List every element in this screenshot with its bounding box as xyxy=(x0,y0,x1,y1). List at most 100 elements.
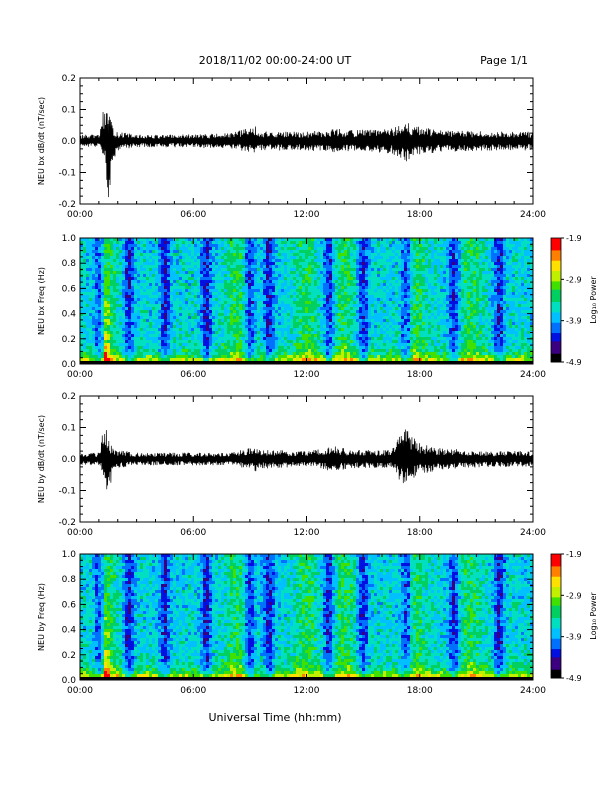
spectrogram-cell xyxy=(425,283,429,287)
spectrogram-cell xyxy=(350,340,354,344)
spectrogram-cell xyxy=(356,238,360,242)
spectrogram-cell xyxy=(89,310,93,314)
spectrogram-cell xyxy=(173,313,177,317)
spectrogram-cell xyxy=(89,349,93,353)
spectrogram-cell xyxy=(299,265,303,269)
spectrogram-cell xyxy=(233,241,237,245)
spectrogram-cell xyxy=(308,322,312,326)
spectrogram-cell xyxy=(137,349,141,353)
spectrogram-cell xyxy=(281,280,285,284)
spectrogram-cell xyxy=(368,277,372,281)
spectrogram-cell xyxy=(236,319,240,323)
spectrogram-cell xyxy=(302,283,306,287)
spectrogram-cell xyxy=(104,334,108,338)
spectrogram-cell xyxy=(287,292,291,296)
spectrogram-cell xyxy=(332,244,336,248)
spectrogram-cell xyxy=(275,241,279,245)
spectrogram-cell xyxy=(272,253,276,257)
spectrogram-cell xyxy=(125,328,129,332)
spectrogram-cell xyxy=(152,262,156,266)
spectrogram-cell xyxy=(107,265,111,269)
spectrogram-cell xyxy=(197,310,201,314)
spectrogram-cell xyxy=(311,241,315,245)
spectrogram-cell xyxy=(308,337,312,341)
spectrogram-cell xyxy=(281,355,285,359)
spectrogram-cell xyxy=(260,325,264,329)
spectrogram-cell xyxy=(146,292,150,296)
spectrogram-cell xyxy=(233,328,237,332)
spectrogram-cell xyxy=(356,280,360,284)
spectrogram-cell xyxy=(83,313,87,317)
spectrogram-cell xyxy=(95,349,99,353)
spectrogram-cell xyxy=(347,271,351,275)
spectrogram-cell xyxy=(320,310,324,314)
spectrogram-cell xyxy=(212,352,216,356)
spectrogram-cell xyxy=(95,259,99,263)
spectrogram-cell xyxy=(251,271,255,275)
spectrogram-cell xyxy=(392,268,396,272)
spectrogram-cell xyxy=(275,313,279,317)
spectrogram-cell xyxy=(350,280,354,284)
spectrogram-cell xyxy=(251,301,255,305)
spectrogram-cell xyxy=(311,322,315,326)
spectrogram-cell xyxy=(401,316,405,320)
spectrogram-cell xyxy=(182,316,186,320)
spectrogram-cell xyxy=(365,346,369,350)
spectrogram-cell xyxy=(137,325,141,329)
spectrogram-cell xyxy=(332,250,336,254)
spectrogram-cell xyxy=(182,340,186,344)
spectrogram-cell xyxy=(404,307,408,311)
spectrogram-cell xyxy=(128,349,132,353)
spectrogram-cell xyxy=(362,310,366,314)
spectrogram-cell xyxy=(143,283,147,287)
spectrogram-cell xyxy=(101,325,105,329)
spectrogram-cell xyxy=(224,277,228,281)
spectrogram-cell xyxy=(170,247,174,251)
spectrogram-cell xyxy=(368,292,372,296)
spectrogram-cell xyxy=(131,274,135,278)
spectrogram-cell xyxy=(254,247,258,251)
spectrogram-cell xyxy=(344,247,348,251)
spectrogram-cell xyxy=(146,358,150,362)
spectrogram-cell xyxy=(134,325,138,329)
spectrogram-cell xyxy=(86,247,90,251)
spectrogram-cell xyxy=(110,283,114,287)
spectrogram-cell xyxy=(275,337,279,341)
spectrogram-cell xyxy=(197,307,201,311)
spectrogram-cell xyxy=(176,334,180,338)
spectrogram-cell xyxy=(347,280,351,284)
spectrogram-cell xyxy=(212,265,216,269)
spectrogram-cell xyxy=(83,352,87,356)
spectrogram-cell xyxy=(158,310,162,314)
spectrogram-cell xyxy=(392,352,396,356)
spectrogram-cell xyxy=(89,289,93,293)
spectrogram-cell xyxy=(230,358,234,362)
spectrogram-cell xyxy=(344,343,348,347)
spectrogram-cell xyxy=(332,271,336,275)
spectrogram-cell xyxy=(224,262,228,266)
spectrogram-cell xyxy=(173,325,177,329)
spectrogram-cell xyxy=(293,250,297,254)
spectrogram-cell xyxy=(275,301,279,305)
spectrogram-cell xyxy=(359,322,363,326)
spectrogram-cell xyxy=(254,277,258,281)
spectrogram-cell xyxy=(131,286,135,290)
spectrogram-cell xyxy=(95,307,99,311)
spectrogram-cell xyxy=(401,319,405,323)
spectrogram-cell xyxy=(194,244,198,248)
spectrogram-cell xyxy=(272,355,276,359)
spectrogram-cell xyxy=(92,334,96,338)
spectrogram-cell xyxy=(272,316,276,320)
spectrogram-cell xyxy=(263,253,267,257)
spectrogram-cell xyxy=(134,334,138,338)
spectrogram-cell xyxy=(386,256,390,260)
spectrogram-cell xyxy=(254,286,258,290)
spectrogram-cell xyxy=(251,286,255,290)
spectrogram-cell xyxy=(80,256,84,260)
spectrogram-cell xyxy=(332,313,336,317)
spectrogram-cell xyxy=(212,277,216,281)
spectrogram-cell xyxy=(137,340,141,344)
spectrogram-cell xyxy=(134,271,138,275)
spectrogram-cell xyxy=(398,322,402,326)
